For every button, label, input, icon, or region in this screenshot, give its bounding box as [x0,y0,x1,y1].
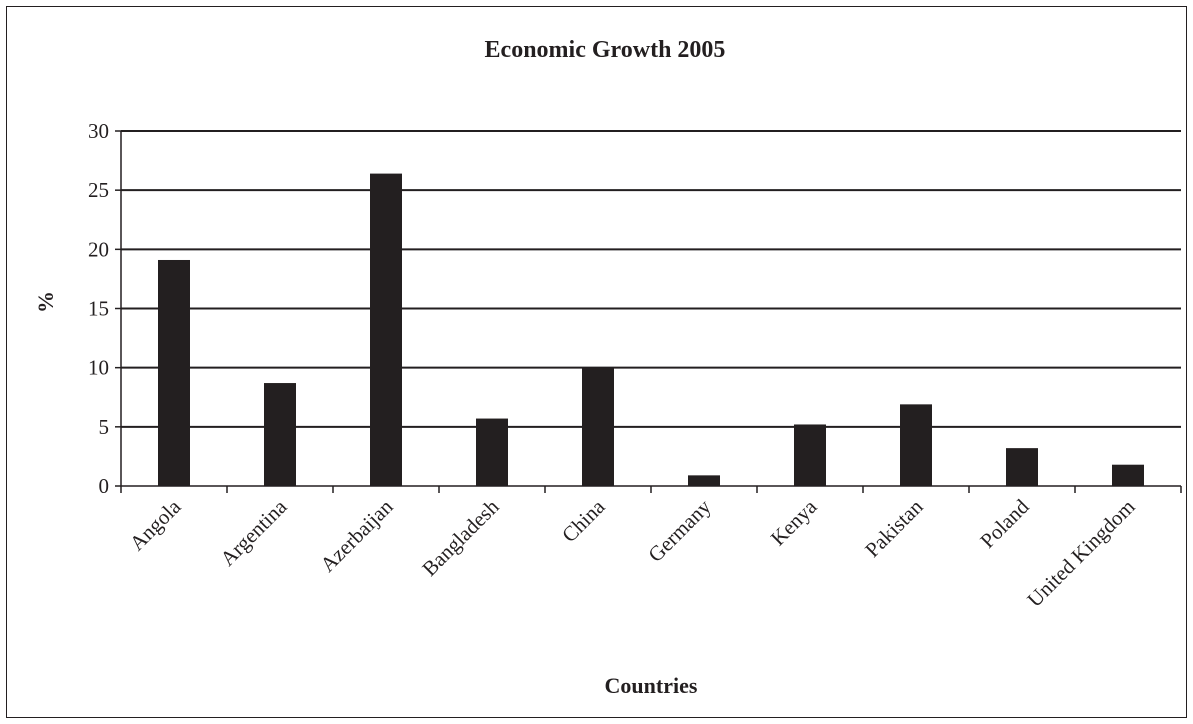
chart-title: Economic Growth 2005 [485,37,726,63]
x-tick-label: Angola [125,494,186,555]
y-tick-label: 0 [99,474,110,498]
y-tick-label: 25 [88,178,109,202]
bar-germany [688,475,720,486]
gridlines [121,130,1181,428]
y-tick-label: 30 [88,119,109,143]
bar-azerbaijan [370,173,402,486]
x-tick-label: Azerbaijan [315,494,397,576]
bar-kenya [794,424,826,486]
y-axis-label: % [33,291,58,313]
x-tick-label: Poland [975,494,1034,553]
x-tick-label: Kenya [766,494,822,550]
bar-united-kingdom [1112,464,1144,486]
x-tick-label: Bangladesh [417,494,504,581]
bar-pakistan [900,404,932,486]
y-tick-labels: 0 5 10 15 20 25 30 [88,119,109,498]
bars [158,173,1144,486]
chart-frame [6,6,1187,718]
x-tick-label: United Kingdom [1022,495,1139,612]
bar-bangladesh [476,418,508,486]
x-axis-label: Countries [605,673,698,698]
x-tick-label: Pakistan [860,494,928,562]
y-tick-label: 20 [88,237,109,261]
bar-poland [1006,448,1038,486]
x-tick-label: China [557,494,610,547]
axes [115,130,1182,493]
y-tick-label: 5 [99,415,110,439]
x-tick-label: Argentina [215,494,292,571]
x-tick-label: Germany [643,494,716,567]
bar-angola [158,259,190,486]
bar-argentina [264,383,296,486]
y-tick-label: 15 [88,297,109,321]
x-tick-labels: Angola Argentina Azerbaijan Bangladesh China… [125,494,1140,612]
y-tick-label: 10 [88,356,109,380]
bar-china [582,367,614,486]
